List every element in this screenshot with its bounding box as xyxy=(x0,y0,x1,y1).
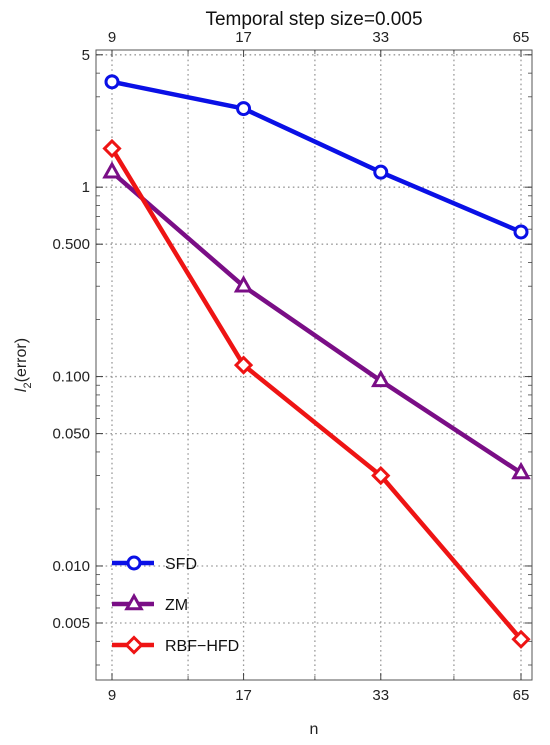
data-point-zm xyxy=(102,161,122,179)
series-line-zm xyxy=(110,170,523,475)
y-tick-label: 0.005 xyxy=(52,615,90,632)
data-point-sfd xyxy=(513,224,529,240)
legend-marker-rbf-hfd xyxy=(124,635,144,655)
plot-frame xyxy=(95,49,533,681)
grid-lines xyxy=(96,50,532,680)
y-tick-label: 0.500 xyxy=(52,236,90,253)
chart-title: Temporal step size=0.005 xyxy=(205,9,422,30)
legend: SFD ZM RBF−HFD xyxy=(112,555,239,655)
data-point-rbf-hfd xyxy=(371,465,391,486)
y-axis-title-subscript: 2 xyxy=(22,382,34,388)
x-tick-label: 9 xyxy=(108,687,116,704)
y-axis-title-rest: (error) xyxy=(13,338,30,382)
y-tick-label: 0.010 xyxy=(52,558,90,575)
data-point-zm xyxy=(233,275,254,293)
series-line-sfd xyxy=(111,79,522,235)
data-point-sfd xyxy=(373,164,389,180)
y-tick-label: 5 xyxy=(82,47,90,64)
legend-label-sfd: SFD xyxy=(165,556,197,573)
x-tick-label-top: 17 xyxy=(235,29,252,46)
y-tick-label: 0.100 xyxy=(52,369,90,386)
data-point-rbf-hfd xyxy=(102,138,122,159)
y-tick-label: 1 xyxy=(82,179,90,196)
series-layer xyxy=(102,74,531,649)
legend-label-rbf-hfd: RBF−HFD xyxy=(165,638,239,655)
x-tick-label-top: 9 xyxy=(108,29,116,46)
data-point-rbf-hfd xyxy=(511,629,531,649)
axis-ticks: 5 1 0.500 0.100 0.050 0.010 0.005 9 9 17 17 33 33 65 6… xyxy=(52,29,532,704)
data-point-sfd xyxy=(236,101,252,117)
x-tick-label: 33 xyxy=(372,687,389,704)
legend-marker-zm xyxy=(124,592,144,611)
y-tick-label: 0.050 xyxy=(52,426,90,443)
series-rbf-hfd xyxy=(102,138,531,649)
data-point-rbf-hfd xyxy=(233,355,254,375)
x-tick-label-top: 65 xyxy=(513,29,530,46)
series-zm xyxy=(102,161,531,480)
legend-label-zm: ZM xyxy=(165,597,188,614)
legend-marker-sfd xyxy=(126,555,142,571)
y-axis-title: l2(error) xyxy=(13,338,34,392)
x-tick-label: 65 xyxy=(513,687,530,704)
series-line-rbf-hfd xyxy=(110,147,523,641)
x-axis-title: n xyxy=(310,721,319,738)
series-sfd xyxy=(104,74,529,240)
data-point-sfd xyxy=(104,74,120,90)
data-point-zm xyxy=(371,369,391,388)
x-tick-label: 17 xyxy=(235,687,252,704)
y-axis-title-main: l xyxy=(13,388,30,392)
x-tick-label-top: 33 xyxy=(372,29,389,46)
data-point-zm xyxy=(511,461,531,480)
